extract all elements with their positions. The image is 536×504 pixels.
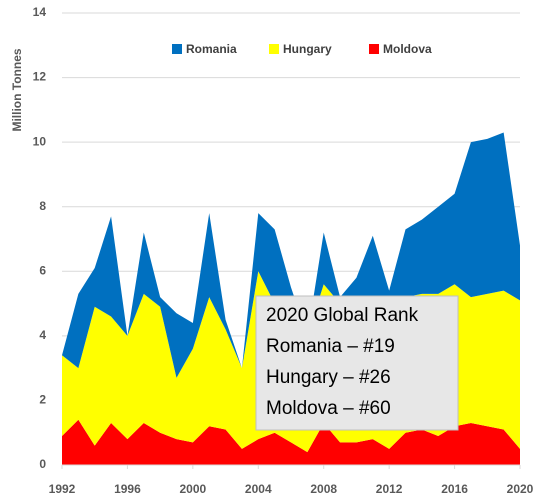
annotation-line: Moldova – #60 xyxy=(266,398,391,419)
annotation-line: Hungary – #26 xyxy=(266,367,391,388)
legend-label: Hungary xyxy=(283,42,332,56)
legend-swatch xyxy=(369,44,379,54)
annotation-line: 2020 Global Rank xyxy=(266,305,419,326)
x-tick-label: 1996 xyxy=(114,482,141,496)
legend-label: Moldova xyxy=(383,42,432,56)
x-tick-label: 2016 xyxy=(441,482,468,496)
legend-swatch xyxy=(269,44,279,54)
y-axis-label: Million Tonnes xyxy=(10,48,24,131)
x-tick-label: 2000 xyxy=(180,482,207,496)
x-tick-label: 2020 xyxy=(507,482,534,496)
y-tick-label: 14 xyxy=(33,5,47,19)
y-tick-label: 0 xyxy=(39,457,46,471)
x-tick-label: 2012 xyxy=(376,482,403,496)
annotation-line: Romania – #19 xyxy=(266,336,395,357)
x-tick-label: 2004 xyxy=(245,482,272,496)
y-tick-label: 8 xyxy=(39,199,46,213)
y-tick-label: 6 xyxy=(39,263,46,277)
y-tick-label: 4 xyxy=(39,328,46,342)
annotation-box xyxy=(255,295,459,431)
legend-label: Romania xyxy=(186,42,237,56)
y-tick-label: 10 xyxy=(33,134,47,148)
area xyxy=(62,132,520,378)
y-tick-label: 2 xyxy=(39,393,46,407)
legend-swatch xyxy=(172,44,182,54)
x-tick-label: 1992 xyxy=(49,482,76,496)
y-tick-label: 12 xyxy=(33,70,47,84)
x-tick-label: 2008 xyxy=(310,482,337,496)
